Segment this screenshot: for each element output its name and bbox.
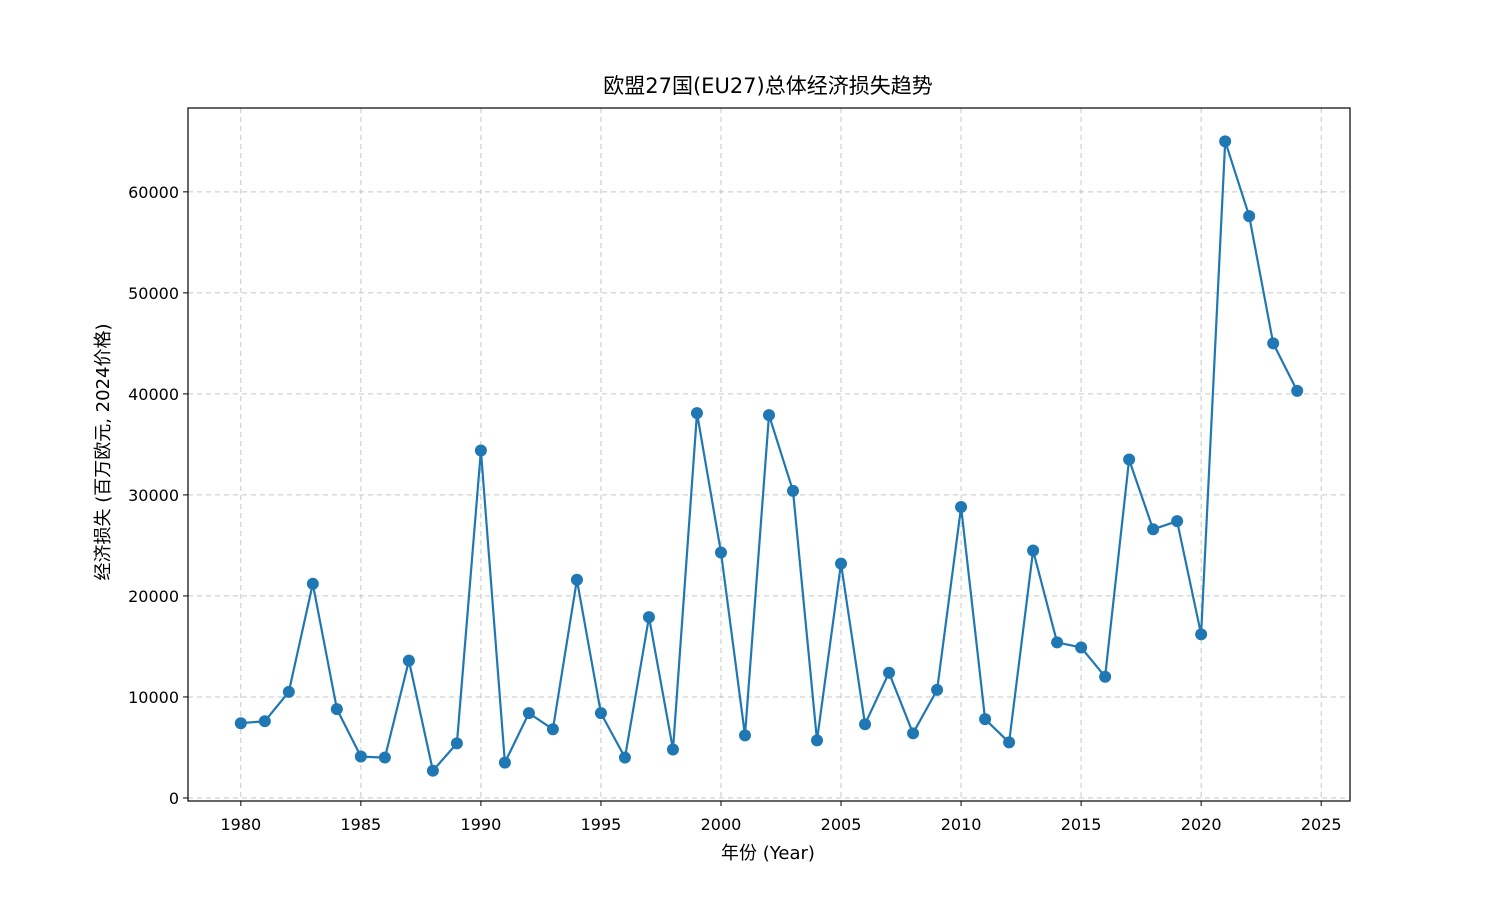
data-point bbox=[1099, 670, 1112, 683]
y-tick-label: 40000 bbox=[128, 385, 179, 404]
data-point bbox=[450, 737, 463, 750]
data-point bbox=[426, 764, 439, 777]
data-point bbox=[1003, 736, 1016, 749]
data-point bbox=[522, 707, 535, 720]
data-point bbox=[474, 444, 487, 457]
y-tick-label: 10000 bbox=[128, 688, 179, 707]
data-point bbox=[811, 734, 824, 747]
data-point bbox=[354, 750, 367, 763]
y-tick-label: 0 bbox=[169, 789, 179, 808]
data-point bbox=[234, 717, 247, 730]
data-point bbox=[618, 751, 631, 764]
x-tick-label: 1995 bbox=[581, 815, 622, 834]
data-point bbox=[1123, 453, 1136, 466]
y-tick-label: 20000 bbox=[128, 587, 179, 606]
x-tick-label: 2020 bbox=[1181, 815, 1222, 834]
series-layer bbox=[234, 135, 1304, 777]
data-point bbox=[666, 743, 679, 756]
x-tick-label: 2025 bbox=[1301, 815, 1342, 834]
data-point bbox=[955, 501, 968, 514]
data-point bbox=[931, 683, 944, 696]
chart-title: 欧盟27国(EU27)总体经济损失趋势 bbox=[603, 74, 932, 98]
data-point bbox=[763, 409, 775, 422]
data-point bbox=[859, 718, 872, 731]
data-point bbox=[498, 756, 511, 769]
data-point bbox=[835, 557, 848, 570]
x-tick-label: 1990 bbox=[461, 815, 502, 834]
data-point bbox=[282, 685, 295, 698]
x-tick-label: 2005 bbox=[821, 815, 862, 834]
data-point bbox=[907, 727, 920, 740]
data-point bbox=[1195, 628, 1208, 641]
x-tick-label: 1985 bbox=[341, 815, 382, 834]
data-point bbox=[690, 407, 703, 420]
data-point bbox=[330, 703, 343, 716]
data-point bbox=[1219, 135, 1232, 148]
data-point bbox=[1075, 641, 1088, 654]
grid-lines bbox=[188, 108, 1350, 801]
data-point bbox=[378, 751, 391, 764]
y-tick-label: 30000 bbox=[128, 486, 179, 505]
data-point bbox=[714, 546, 727, 559]
x-tick-label: 2010 bbox=[941, 815, 982, 834]
data-point bbox=[1291, 384, 1304, 397]
y-axis-title: 经济损失 (百万欧元, 2024价格) bbox=[93, 323, 114, 580]
data-point bbox=[258, 715, 271, 728]
data-point bbox=[546, 723, 559, 736]
data-point bbox=[306, 577, 319, 590]
data-point bbox=[1051, 636, 1064, 649]
x-tick-label: 2000 bbox=[701, 815, 742, 834]
x-axis-title: 年份 (Year) bbox=[721, 843, 815, 864]
data-point bbox=[1147, 523, 1160, 536]
series-line bbox=[240, 140, 1299, 772]
data-point bbox=[1243, 210, 1256, 223]
data-point bbox=[1267, 337, 1280, 350]
axes-layer: 1980 1985 1990 1995 2000 2005 2010 2015 2020 2025… bbox=[128, 107, 1351, 834]
data-point bbox=[883, 666, 896, 679]
data-point bbox=[642, 611, 655, 624]
data-point bbox=[1027, 544, 1040, 557]
plot-frame bbox=[187, 107, 1351, 802]
data-point bbox=[594, 707, 607, 720]
data-point bbox=[1171, 515, 1184, 528]
data-point bbox=[570, 573, 583, 586]
data-point bbox=[787, 484, 800, 497]
x-tick-label: 1980 bbox=[220, 815, 261, 834]
data-point bbox=[738, 729, 751, 742]
data-point bbox=[402, 654, 415, 667]
x-tick-label: 2015 bbox=[1061, 815, 1102, 834]
y-tick-label: 60000 bbox=[128, 183, 179, 202]
y-tick-label: 50000 bbox=[128, 284, 179, 303]
data-point bbox=[979, 713, 992, 726]
